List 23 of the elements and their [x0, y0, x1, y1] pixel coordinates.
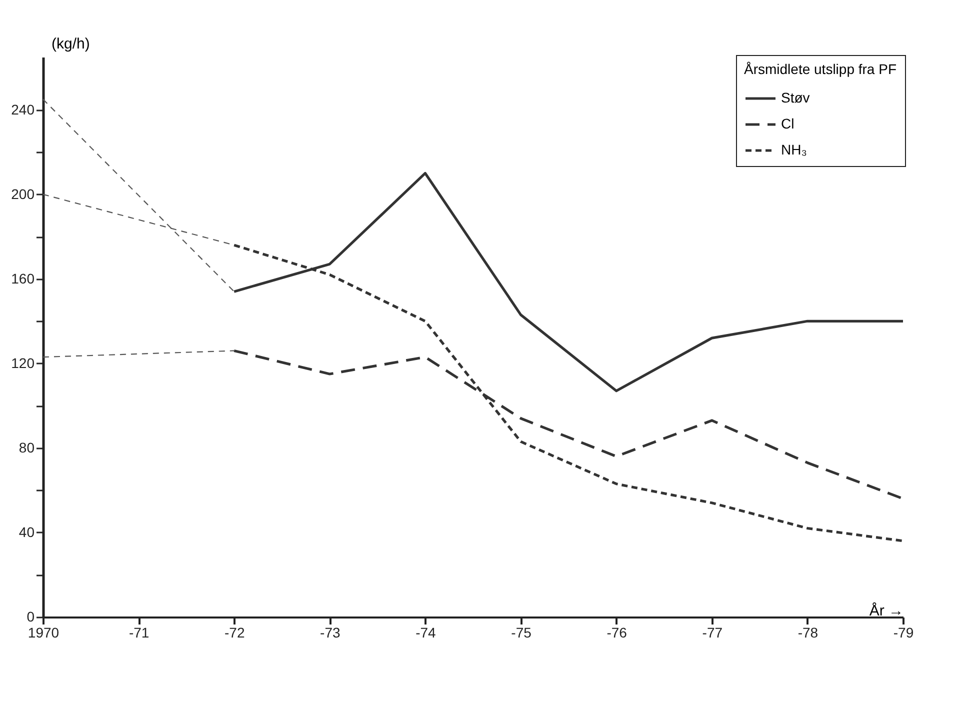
y-tick-label: 80	[18, 439, 35, 456]
x-tick-label: -78	[798, 624, 818, 640]
legend-label: NH₃	[781, 142, 807, 158]
x-tick-label: -76	[606, 624, 628, 640]
x-axis-title: År →	[869, 602, 904, 620]
y-axis-title: (kg/h)	[52, 36, 90, 52]
y-tick-label: 240	[11, 101, 35, 118]
y-tick-label: 120	[11, 354, 35, 371]
y-tick-label: 40	[18, 524, 35, 540]
x-tick-label: -72	[224, 624, 245, 640]
legend-label: Cl	[781, 116, 794, 132]
x-tick-label: -74	[416, 624, 436, 640]
x-tick-label: -73	[320, 624, 340, 640]
legend-label: Støv	[781, 90, 810, 106]
y-tick-label: 0	[26, 608, 35, 624]
x-tick-label: -75	[511, 624, 532, 640]
x-tick-label: 1970	[28, 624, 60, 640]
x-tick-label: -77	[702, 624, 723, 640]
x-tick-label: -71	[128, 624, 150, 640]
x-tick-label: -79	[893, 624, 914, 640]
y-tick-label: 200	[11, 186, 35, 202]
legend-title: Årsmidlete utslipp fra PF	[744, 61, 896, 77]
y-tick-label: 160	[11, 270, 35, 286]
